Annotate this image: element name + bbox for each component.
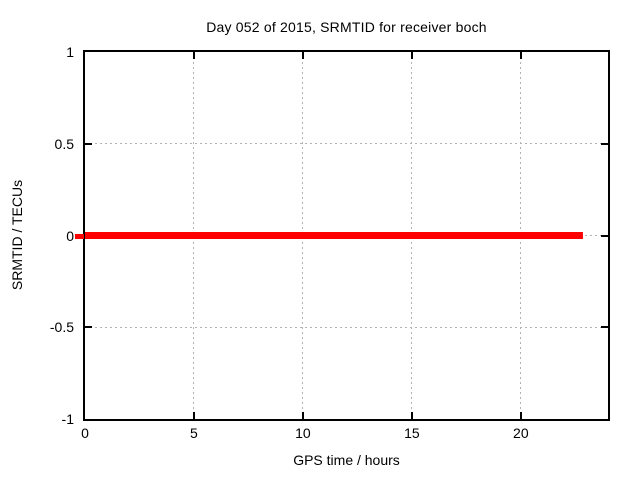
x-tick-label: 5 [190, 425, 198, 441]
y-tick-right [601, 234, 608, 237]
y-tick-label: 1 [66, 44, 74, 60]
x-tick-top [301, 52, 304, 59]
zero-tick-red-dash [75, 234, 84, 239]
x-tick-bottom [519, 412, 522, 419]
x-tick-bottom [192, 412, 195, 419]
x-tick-top [192, 52, 195, 59]
y-axis-label: SRMTID / TECUs [9, 179, 25, 291]
x-axis-label: GPS time / hours [293, 452, 400, 468]
x-tick-bottom [301, 412, 304, 419]
y-tick-label: 0.5 [54, 135, 74, 152]
x-tick-label: 15 [404, 425, 420, 441]
y-tick-left [85, 142, 92, 145]
plot-area [83, 50, 610, 421]
x-tick-label: 10 [295, 425, 311, 441]
y-tick-label: -1 [61, 411, 74, 427]
y-gridline [85, 326, 608, 328]
x-tick-label: 0 [81, 425, 89, 441]
chart-title: Day 052 of 2015, SRMTID for receiver boc… [206, 19, 487, 35]
y-tick-left [85, 326, 92, 329]
y-tick-label: 0 [66, 227, 74, 244]
series-layer [85, 232, 583, 239]
x-tick-bottom [410, 412, 413, 419]
y-tick-label: -0.5 [49, 319, 74, 336]
y-tick-right [601, 142, 608, 145]
x-tick-label: 20 [513, 425, 529, 441]
y-tick-right [601, 326, 608, 329]
x-tick-top [519, 52, 522, 59]
y-gridline [85, 143, 608, 145]
x-tick-top [410, 52, 413, 59]
